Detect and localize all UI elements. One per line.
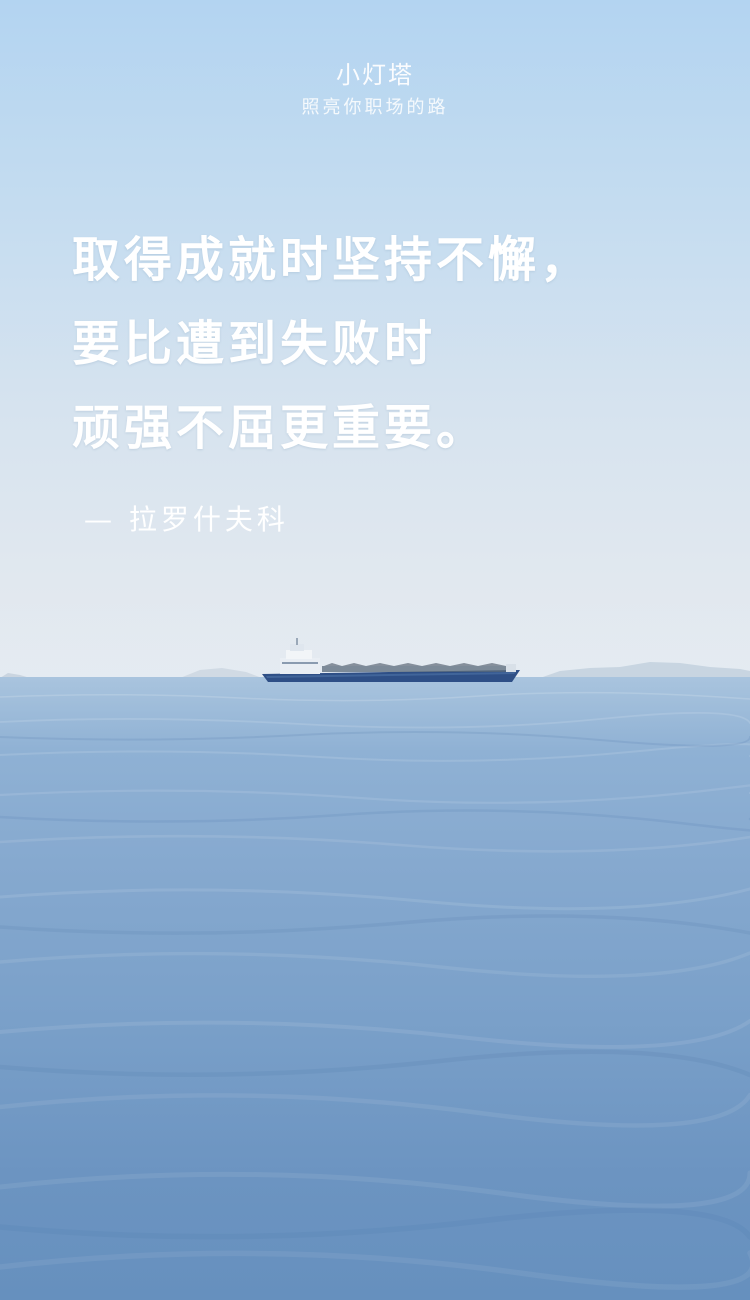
sky [0,0,750,680]
quote-text: 取得成就时坚持不懈， 要比遭到失败时 顽强不屈更重要。 [72,218,712,470]
distant-islands [0,662,750,678]
brand-header: 小灯塔 照亮你职场的路 [0,60,750,120]
sea-ripples [0,691,750,1290]
quote-line: 要比遭到失败时 [72,316,437,372]
cargo-ship [262,638,520,682]
quote-line: 顽强不屈更重要。 [72,400,489,456]
sea [0,677,750,1300]
brand-name: 小灯塔 [336,61,414,89]
quote-line: 取得成就时坚持不懈， [72,232,593,288]
brand-slogan: 照亮你职场的路 [301,97,449,118]
quote-attribution: — 拉罗什夫科 [84,503,289,536]
